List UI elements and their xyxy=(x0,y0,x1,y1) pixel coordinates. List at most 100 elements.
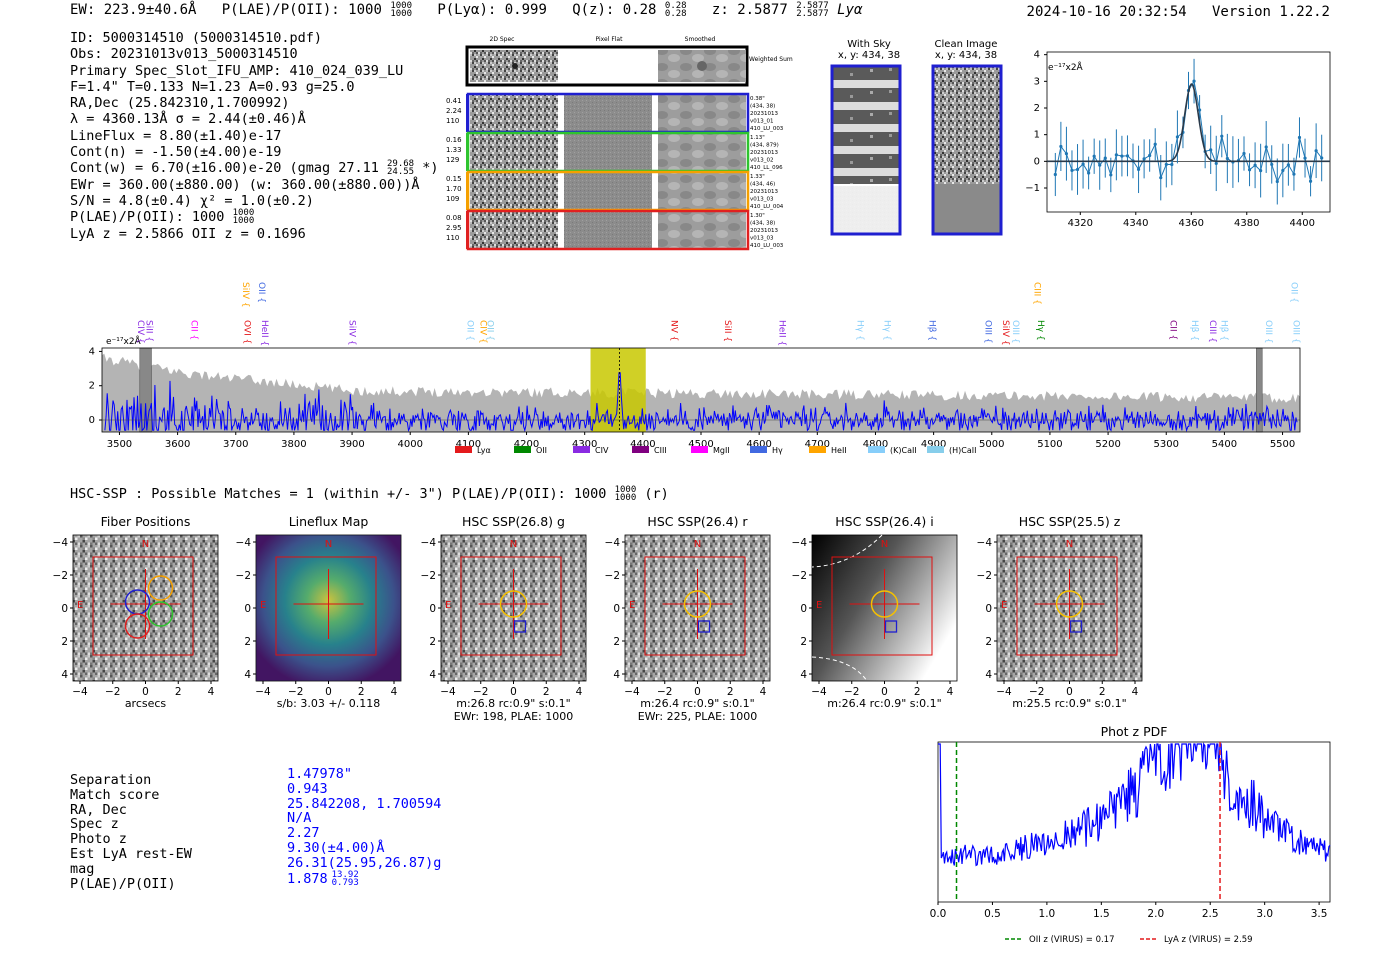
line-label: OIII { xyxy=(1291,320,1301,344)
cutout-flat xyxy=(564,173,652,209)
hsc-ytick-label: 0 xyxy=(429,603,436,615)
compass-e: E xyxy=(1001,600,1007,611)
plae-value: P(LAE)/P(OII): 1000 xyxy=(221,2,382,18)
cutout-meta: v013_01 xyxy=(750,119,774,125)
full-xtick-label: 5500 xyxy=(1270,439,1295,450)
pdf-xtick-label: 3.5 xyxy=(1311,908,1328,920)
pdf-axes xyxy=(937,741,1331,903)
line-label: CIV { xyxy=(135,320,145,344)
line-label: NV { xyxy=(668,320,678,341)
match-value: 9.30(±4.00)Å xyxy=(287,839,385,856)
hsc-xtick-label: 0 xyxy=(325,686,332,698)
hsc-xtick-label: −2 xyxy=(105,686,120,698)
hsc-xtick-label: 4 xyxy=(208,686,215,698)
info-ewr: EWr = 360.00(±880.00) (w: 360.00(±880.00… xyxy=(70,176,420,193)
full-units: e⁻¹⁷x2Å xyxy=(106,335,142,347)
zoom-xtick-label: 4340 xyxy=(1123,218,1148,229)
hsc-xtick-label: −2 xyxy=(657,686,672,698)
hsc-xtick-label: 0 xyxy=(510,686,517,698)
full-xtick-label: 4100 xyxy=(456,439,481,450)
line-label: Hγ { xyxy=(855,320,865,341)
line-label: OII { xyxy=(485,320,495,341)
cutout-2dspec xyxy=(470,95,558,131)
zoom-ytick-label: −1 xyxy=(1025,183,1040,194)
legend-label: CIII xyxy=(654,446,667,455)
match-value: 1.47978" xyxy=(287,766,353,782)
full-xtick-label: 5300 xyxy=(1154,439,1179,450)
line-label: HeII { xyxy=(777,320,787,346)
error-band xyxy=(102,353,1300,432)
line-label: SiIV { xyxy=(240,282,250,308)
compass-e: E xyxy=(260,600,266,611)
cutout-meta: 410_LU_004 xyxy=(750,204,784,210)
match-values: 1.47978" 0.943 25.842208, 1.700594 N/A 2.27 9… xyxy=(287,767,441,887)
compass-e: E xyxy=(629,600,635,611)
clean-image xyxy=(931,64,1003,236)
hsc-ytick-label: −2 xyxy=(421,570,436,582)
compass-n: N xyxy=(142,539,149,550)
hsc-ytick-label: 2 xyxy=(61,636,68,648)
info-lineflux: LineFlux = 8.80(±1.40)e-17 xyxy=(70,127,282,144)
zoom-xtick-label: 4360 xyxy=(1179,218,1204,229)
cutout-flat xyxy=(564,134,652,170)
hsc-ytick-label: −2 xyxy=(977,570,992,582)
clean-coords: x, y: 434, 38 xyxy=(935,50,997,61)
pdf-xtick-label: 0.5 xyxy=(984,908,1001,920)
full-xtick-label: 3800 xyxy=(281,439,306,450)
hsc-ytick-label: 4 xyxy=(429,669,436,681)
info-fparams: F=1.4" T=0.133 N=1.23 A=0.93 g=25.0 xyxy=(70,78,355,95)
cutout-colorbar xyxy=(466,94,469,132)
pdf-title: Phot z PDF xyxy=(1101,724,1168,739)
detection-info: ID: 5000314510 (5000314510.pdf) Obs: 202… xyxy=(70,30,439,242)
hsc-ytick-label: −4 xyxy=(977,537,993,549)
cutout-stat: 0.08 xyxy=(446,214,462,222)
cutout-stat: 110 xyxy=(446,234,459,242)
compass-n: N xyxy=(881,539,888,550)
match-circle xyxy=(683,590,712,618)
pdf-xtick-label: 1.5 xyxy=(1093,908,1110,920)
hsc-ytick-label: 4 xyxy=(61,669,68,681)
cutout-meta: (434, 38) xyxy=(750,104,775,110)
line-label: CIV { xyxy=(478,320,488,344)
hsc-caption: s/b: 3.03 +/- 0.118 xyxy=(277,697,381,710)
cutout-smoothed xyxy=(658,212,746,248)
hsc-ytick-label: 4 xyxy=(244,669,251,681)
hsc-xtick-label: −4 xyxy=(624,686,640,698)
full-xtick-label: 5400 xyxy=(1212,439,1237,450)
cutout-smoothed xyxy=(658,95,746,131)
cutout-meta: 410_LU_003 xyxy=(750,126,784,132)
full-ytick-label: 2 xyxy=(89,381,95,392)
info-id: ID: 5000314510 (5000314510.pdf) xyxy=(70,30,322,46)
legend-swatch xyxy=(514,446,531,453)
hsc-xtick-label: −2 xyxy=(844,686,859,698)
compass-n: N xyxy=(1066,539,1073,550)
aperture-box xyxy=(92,556,194,656)
hsc-xtick-label: 0 xyxy=(881,686,888,698)
legend-swatch xyxy=(455,446,472,453)
legend-label: (K)CaII xyxy=(890,446,917,455)
info-lyaz: LyA z = 2.5866 OII z = 0.1696 xyxy=(70,225,306,242)
hsc-ytick-label: 0 xyxy=(61,603,68,615)
hsc-panel-title: HSC SSP(26.4) i xyxy=(835,514,933,529)
hsc-ytick-label: −4 xyxy=(236,537,252,549)
full-xtick-label: 3500 xyxy=(107,439,132,450)
hsc-ytick-label: 2 xyxy=(985,636,992,648)
full-xtick-label: 4200 xyxy=(514,439,539,450)
zoom-spectrum-chart: e⁻¹⁷x2Å 4320 4340 4360 4380 4400 −1 0 1 2 3 4 xyxy=(1025,50,1331,229)
full-xtick-label: 4800 xyxy=(863,439,888,450)
full-xtick-label: 4400 xyxy=(630,439,655,450)
cutout-meta: (434, 38) xyxy=(750,221,775,227)
pdf-legend-label: OII z (VIRUS) = 0.17 xyxy=(1029,935,1115,945)
legend-swatch xyxy=(927,446,944,453)
line-label: OII { xyxy=(464,320,474,341)
hsc-xtick-label: 4 xyxy=(391,686,398,698)
ew-value: EW: 223.9±40.6Å xyxy=(70,2,197,18)
cutout-stat: 1.70 xyxy=(446,185,462,193)
match-label: RA, Dec xyxy=(70,801,127,818)
zoom-ytick-label: 2 xyxy=(1034,103,1040,114)
line-label: Hβ { xyxy=(927,320,937,341)
hsc-xtick-label: −4 xyxy=(440,686,456,698)
col-header-2dspec: 2D Spec xyxy=(490,36,515,43)
